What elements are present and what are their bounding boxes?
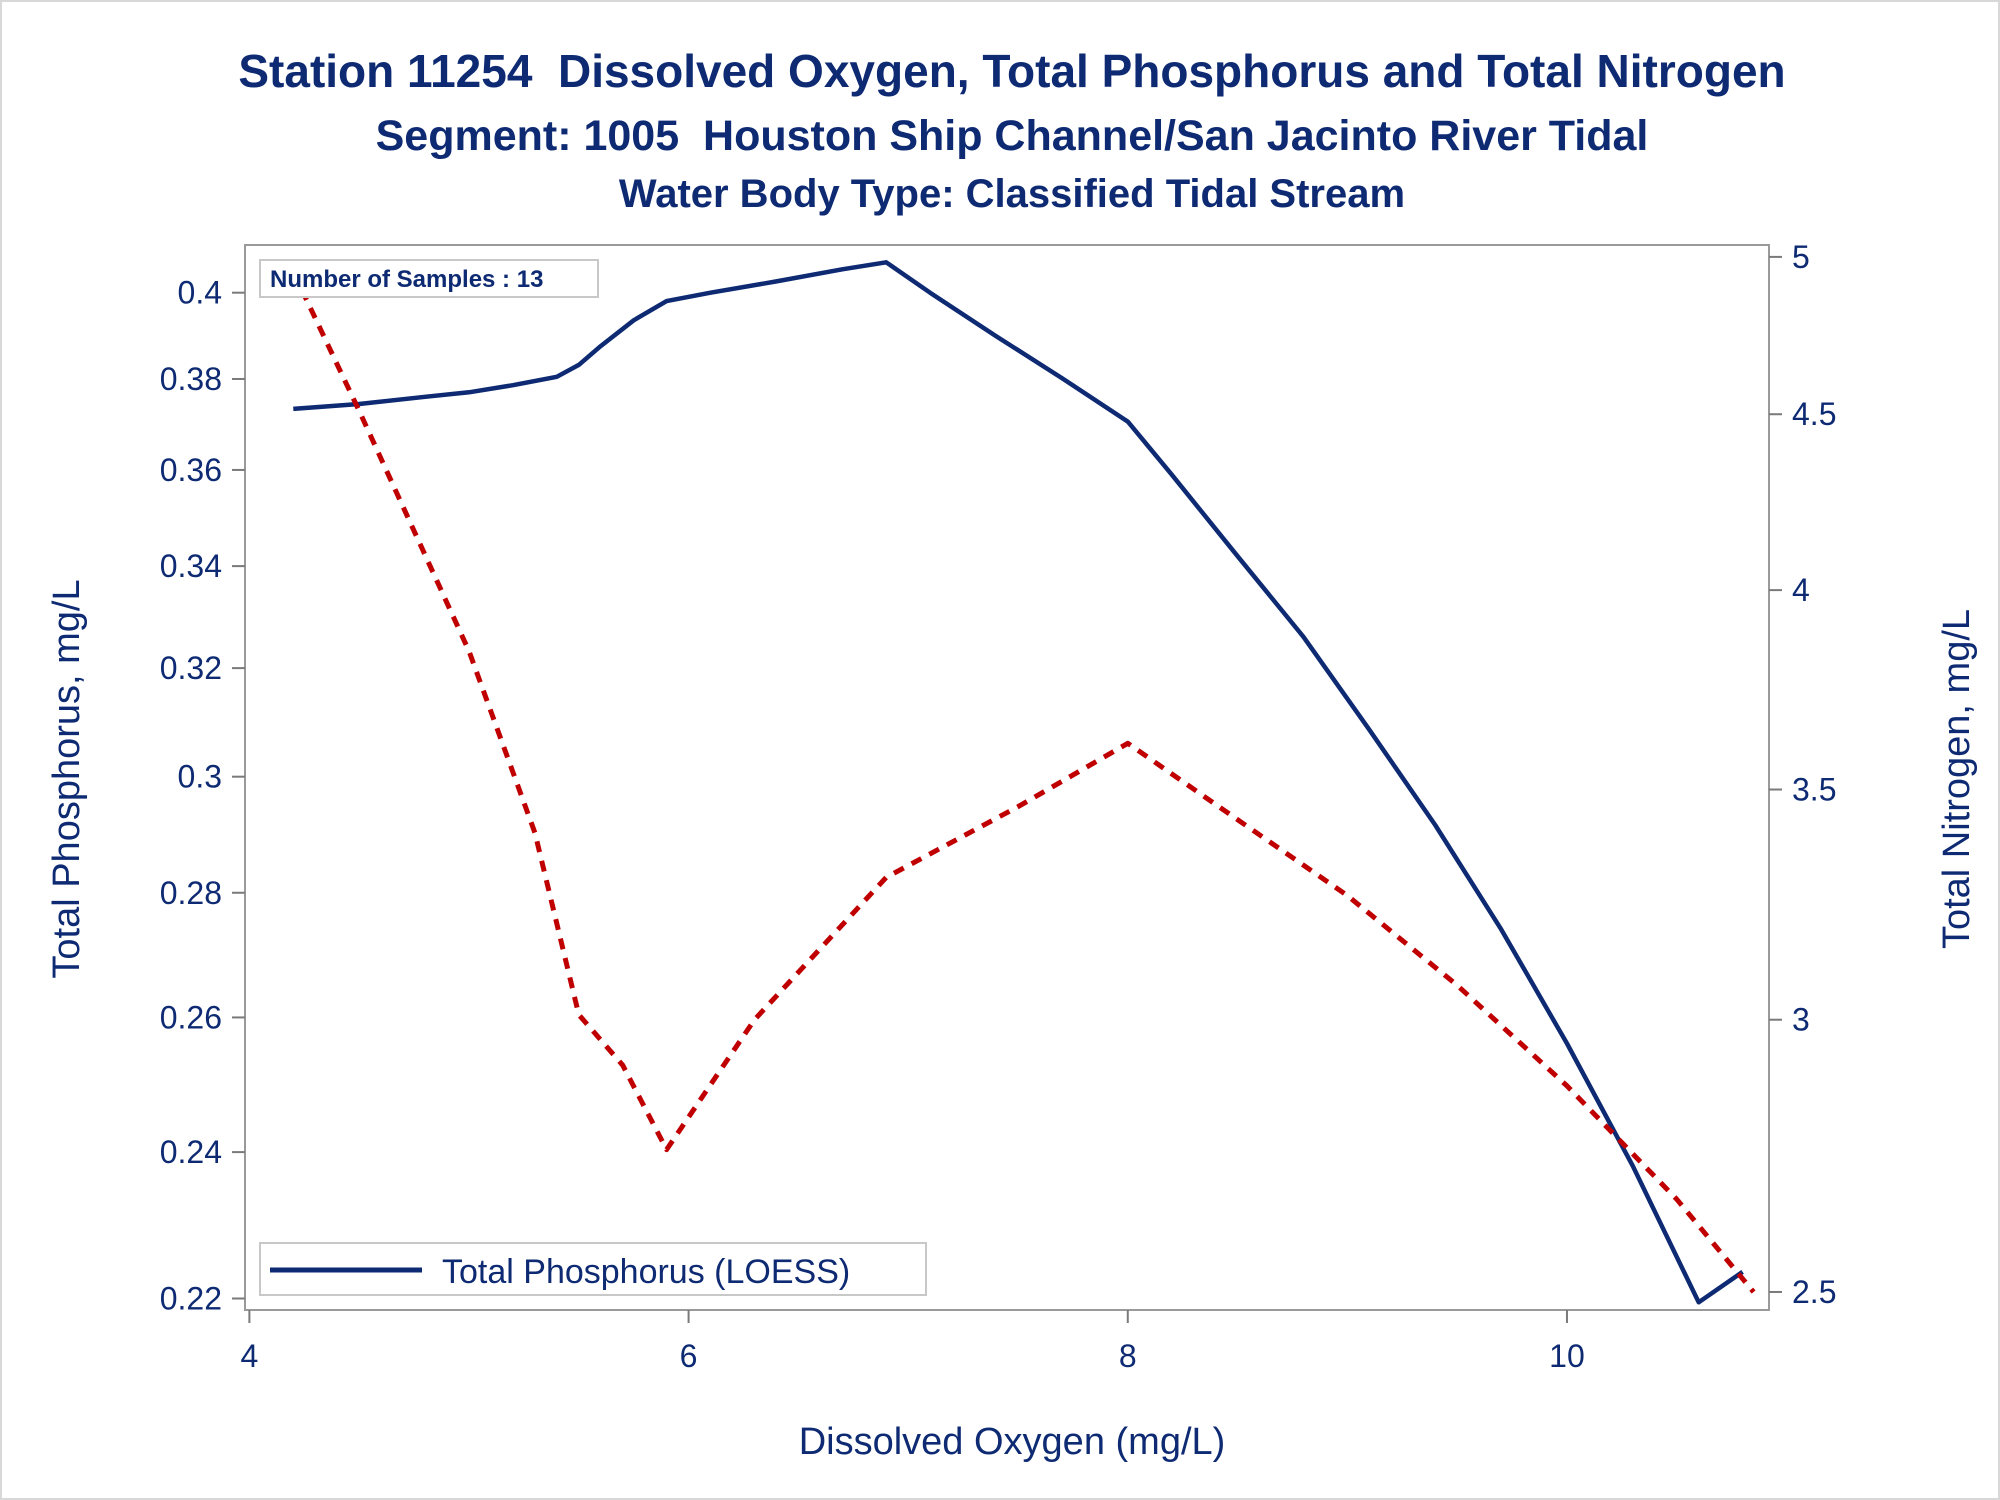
series-layer — [291, 260, 1756, 1305]
sample-count-annotation: Number of Samples : 13 — [259, 259, 599, 298]
chart-subtitle: Segment: 1005 Houston Ship Channel/San J… — [376, 112, 1649, 160]
y-left-tick-label: 0.22 — [160, 1280, 222, 1316]
y-axis-label-right: Total Nitrogen, mg/L — [1936, 609, 1978, 949]
y-right-tick-label: 3.5 — [1792, 772, 1836, 808]
x-tick-label: 6 — [680, 1338, 698, 1374]
x-tick-label: 10 — [1549, 1338, 1585, 1374]
y-left-tick-label: 0.28 — [160, 875, 222, 911]
y-left-tick-label: 0.26 — [160, 999, 222, 1035]
x-tick-label: 8 — [1119, 1338, 1137, 1374]
y-right-tick-label: 3 — [1792, 1002, 1810, 1038]
y-axis-label-left: Total Phosphorus, mg/L — [46, 579, 88, 978]
x-tick-label: 4 — [240, 1338, 258, 1374]
chart-title: Station 11254 Dissolved Oxygen, Total Ph… — [238, 45, 1785, 97]
chart-subtitle-2: Water Body Type: Classified Tidal Stream — [619, 172, 1405, 216]
series-line-total-nitrogen-dashed — [291, 270, 1756, 1294]
y-left-tick-label: 0.38 — [160, 361, 222, 397]
y-right-tick-label: 2.5 — [1792, 1274, 1836, 1310]
y-left-tick-label: 0.3 — [178, 759, 222, 795]
x-axis-label: Dissolved Oxygen (mg/L) — [799, 1421, 1226, 1463]
y-left-tick-label: 0.32 — [160, 650, 222, 686]
y-left-tick-label: 0.4 — [178, 275, 222, 311]
y-left-tick-label: 0.24 — [160, 1134, 222, 1170]
legend-label: Total Phosphorus (LOESS) — [442, 1253, 850, 1291]
legend: Total Phosphorus (LOESS) — [259, 1242, 927, 1296]
annotation-text: Number of Samples : 13 — [270, 266, 543, 293]
y-left-tick-label: 0.34 — [160, 548, 222, 584]
y-left-tick-label: 0.36 — [160, 452, 222, 488]
y-right-tick-label: 5 — [1792, 239, 1810, 275]
plot-frame — [244, 244, 1770, 1311]
axes-layer: 4 6 8 10 0.22 0.24 0.26 0.28 0.3 0.32 0.34 0.36 0.38… — [160, 239, 1837, 1374]
y-right-tick-label: 4.5 — [1792, 396, 1836, 432]
annotation-box — [259, 259, 599, 298]
series-line-total-phosphorus — [293, 260, 1744, 1305]
y-right-tick-label: 4 — [1792, 572, 1810, 608]
